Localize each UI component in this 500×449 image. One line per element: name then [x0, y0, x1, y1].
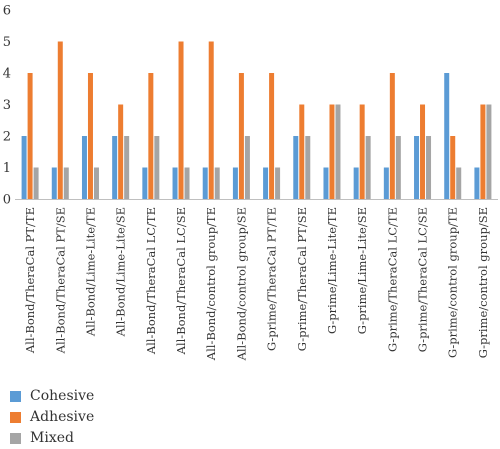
y-tick-label: 4 — [3, 67, 11, 82]
bar-mixed — [214, 167, 220, 199]
bar-adhesive — [118, 104, 124, 199]
x-tick-label: G-prime/control group/SE — [476, 207, 490, 358]
bar-adhesive — [238, 73, 244, 199]
bar-cohesive — [353, 167, 359, 199]
y-tick-label: 1 — [3, 161, 11, 176]
bar-cohesive — [293, 136, 299, 199]
legend-swatch — [10, 432, 21, 444]
x-tick-label: G-prime/Lime-Lite/SE — [355, 207, 369, 334]
bar-mixed — [154, 136, 160, 199]
bar-cohesive — [383, 167, 389, 199]
x-axis-tick-labels: All-Bond/TheraCal PT/TE All-Bond/TheraCal… — [23, 207, 490, 361]
bar-adhesive — [27, 73, 33, 199]
bar-adhesive — [389, 73, 395, 199]
bar-mixed — [335, 104, 341, 199]
x-tick-label: G-prime/TheraCal PT/TE — [265, 207, 279, 351]
x-tick-label: All-Bond/TheraCal PT/SE — [53, 207, 67, 354]
bar-mixed — [124, 136, 130, 199]
bar-adhesive — [299, 104, 305, 199]
bar-mixed — [426, 136, 432, 199]
bar-adhesive — [359, 104, 365, 199]
legend-swatch — [10, 411, 21, 423]
bar-adhesive — [269, 73, 275, 199]
bar-mixed — [365, 136, 371, 199]
bar-mixed — [305, 136, 311, 199]
x-tick-label: All-Bond/TheraCal LC/SE — [174, 207, 188, 355]
x-tick-label: G-prime/TheraCal LC/TE — [385, 207, 399, 352]
bar-cohesive — [51, 167, 57, 199]
legend-item-mixed: Mixed — [10, 428, 94, 448]
y-tick-label: 3 — [3, 98, 11, 113]
bar-mixed — [275, 167, 281, 199]
bar-mixed — [184, 167, 190, 199]
x-tick-label: All-Bond/Lime-Lite/SE — [114, 207, 128, 337]
bar-adhesive — [450, 136, 456, 199]
bar-adhesive — [178, 41, 184, 199]
y-tick-label: 2 — [3, 130, 11, 145]
bar-adhesive — [57, 41, 63, 199]
x-tick-label: All-Bond/control group/TE — [204, 207, 218, 361]
bar-adhesive — [329, 104, 335, 199]
bar-mixed — [244, 136, 250, 199]
legend-label: Cohesive — [30, 388, 95, 404]
bar-cohesive — [142, 167, 148, 199]
bar-adhesive — [148, 73, 154, 199]
bar-mixed — [33, 167, 39, 199]
x-tick-label: G-prime/TheraCal PT/SE — [295, 207, 309, 351]
bars-group — [21, 41, 492, 199]
bar-cohesive — [263, 167, 269, 199]
bar-cohesive — [444, 73, 450, 199]
bar-cohesive — [172, 167, 178, 199]
bar-mixed — [486, 104, 492, 199]
bar-cohesive — [81, 136, 87, 199]
bar-mixed — [456, 167, 462, 199]
x-tick-label: G-prime/control group/TE — [446, 207, 460, 358]
legend-item-cohesive: Cohesive — [10, 386, 94, 406]
legend-label: Mixed — [30, 430, 74, 446]
bar-adhesive — [87, 73, 93, 199]
bar-mixed — [93, 167, 99, 199]
bar-cohesive — [112, 136, 118, 199]
x-tick-label: All-Bond/TheraCal LC/TE — [144, 207, 158, 355]
x-tick-label: All-Bond/control group/SE — [234, 207, 248, 361]
x-tick-label: All-Bond/TheraCal PT/TE — [23, 207, 37, 354]
bar-adhesive — [480, 104, 486, 199]
x-tick-label: G-prime/Lime-Lite/TE — [325, 207, 339, 334]
x-tick-label: All-Bond/Lime-Lite/TE — [83, 207, 97, 337]
y-tick-label: 6 — [3, 4, 11, 19]
bar-adhesive — [208, 41, 214, 199]
x-tick-label: G-prime/TheraCal LC/SE — [416, 207, 430, 352]
bar-mixed — [395, 136, 401, 199]
bar-cohesive — [474, 167, 480, 199]
y-tick-label: 5 — [3, 35, 11, 50]
bar-mixed — [63, 167, 69, 199]
legend: Cohesive Adhesive Mixed — [10, 386, 94, 449]
bar-cohesive — [202, 167, 208, 199]
bar-cohesive — [323, 167, 329, 199]
legend-swatch — [10, 390, 21, 402]
bar-cohesive — [21, 136, 27, 199]
legend-label: Adhesive — [30, 409, 95, 425]
y-axis-ticks: 0 1 2 3 4 5 6 — [3, 4, 11, 208]
legend-item-adhesive: Adhesive — [10, 407, 94, 427]
bar-cohesive — [414, 136, 420, 199]
y-tick-label: 0 — [3, 193, 11, 208]
bar-cohesive — [232, 167, 238, 199]
bar-adhesive — [420, 104, 426, 199]
